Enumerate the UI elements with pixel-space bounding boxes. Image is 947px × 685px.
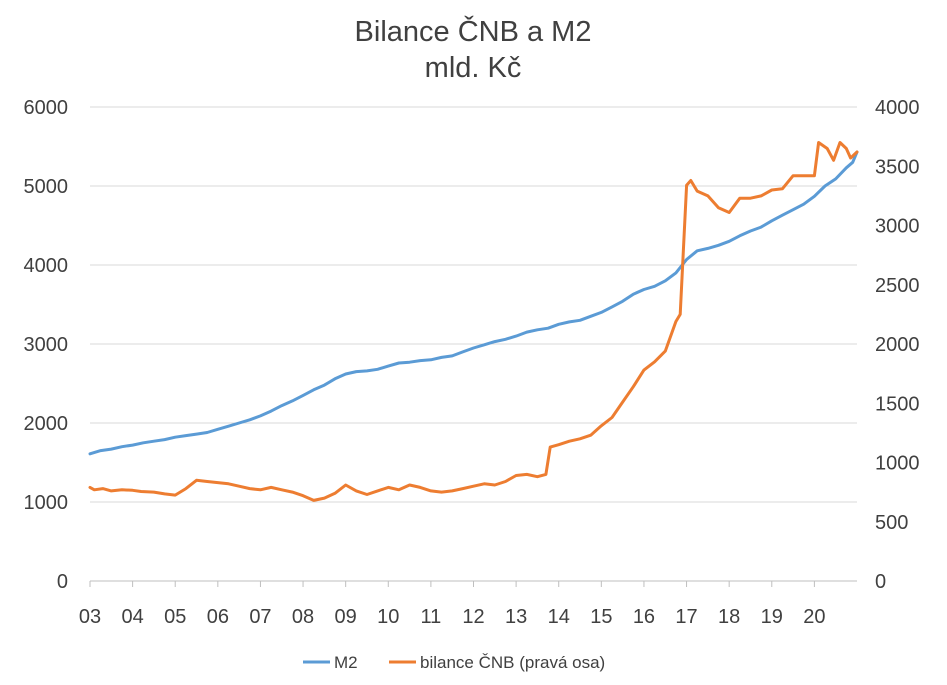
right-axis-ticks: 0 500 1000 1500 2000 2500 3000 3500 4000 [875,97,920,593]
left-axis-ticks: 0 1000 2000 3000 4000 5000 6000 [24,97,69,593]
left-tick-label: 5000 [24,176,69,198]
x-tick-label: 09 [335,606,357,628]
x-axis-ticks: 03 04 05 06 07 08 09 10 11 12 13 14 15 16 17 18 19 20 [79,581,826,628]
left-tick-label: 0 [57,571,68,593]
legend-label-bilance: bilance ČNB (pravá osa) [420,653,605,672]
x-tick-label: 05 [164,606,186,628]
x-tick-label: 03 [79,606,101,628]
right-tick-label: 1500 [875,393,920,415]
right-tick-label: 3000 [875,216,920,238]
right-tick-label: 3500 [875,156,920,178]
right-tick-label: 0 [875,571,886,593]
left-tick-label: 3000 [24,334,69,356]
chart-subtitle: mld. Kč [425,52,522,84]
series-line-bilance-cnb [88,141,859,502]
x-tick-label: 07 [249,606,271,628]
x-tick-label: 19 [761,606,783,628]
x-tick-label: 11 [421,606,442,628]
left-tick-label: 1000 [24,492,69,514]
legend: M2 bilance ČNB (pravá osa) [303,653,605,672]
x-tick-label: 12 [462,606,484,628]
x-tick-label: 10 [377,606,399,628]
right-tick-label: 1000 [875,453,920,475]
chart-title: Bilance ČNB a M2 [355,14,592,48]
left-tick-label: 2000 [24,413,69,435]
x-tick-label: 16 [633,606,655,628]
right-tick-label: 2500 [875,275,920,297]
x-tick-label: 08 [292,606,314,628]
right-tick-label: 2000 [875,334,920,356]
x-tick-label: 17 [675,606,697,628]
x-tick-label: 06 [207,606,229,628]
x-tick-label: 13 [505,606,527,628]
grid-lines [90,106,857,582]
x-tick-label: 15 [590,606,612,628]
series-line-m2 [88,150,859,456]
left-tick-label: 4000 [24,255,69,277]
legend-label-m2: M2 [334,653,358,672]
x-tick-label: 18 [718,606,740,628]
series-lines [88,141,859,502]
right-tick-label: 500 [875,512,908,534]
x-tick-label: 14 [548,606,570,628]
x-tick-label: 20 [803,606,825,628]
right-tick-label: 4000 [875,97,920,119]
left-tick-label: 6000 [24,97,69,119]
x-tick-label: 04 [121,606,143,628]
